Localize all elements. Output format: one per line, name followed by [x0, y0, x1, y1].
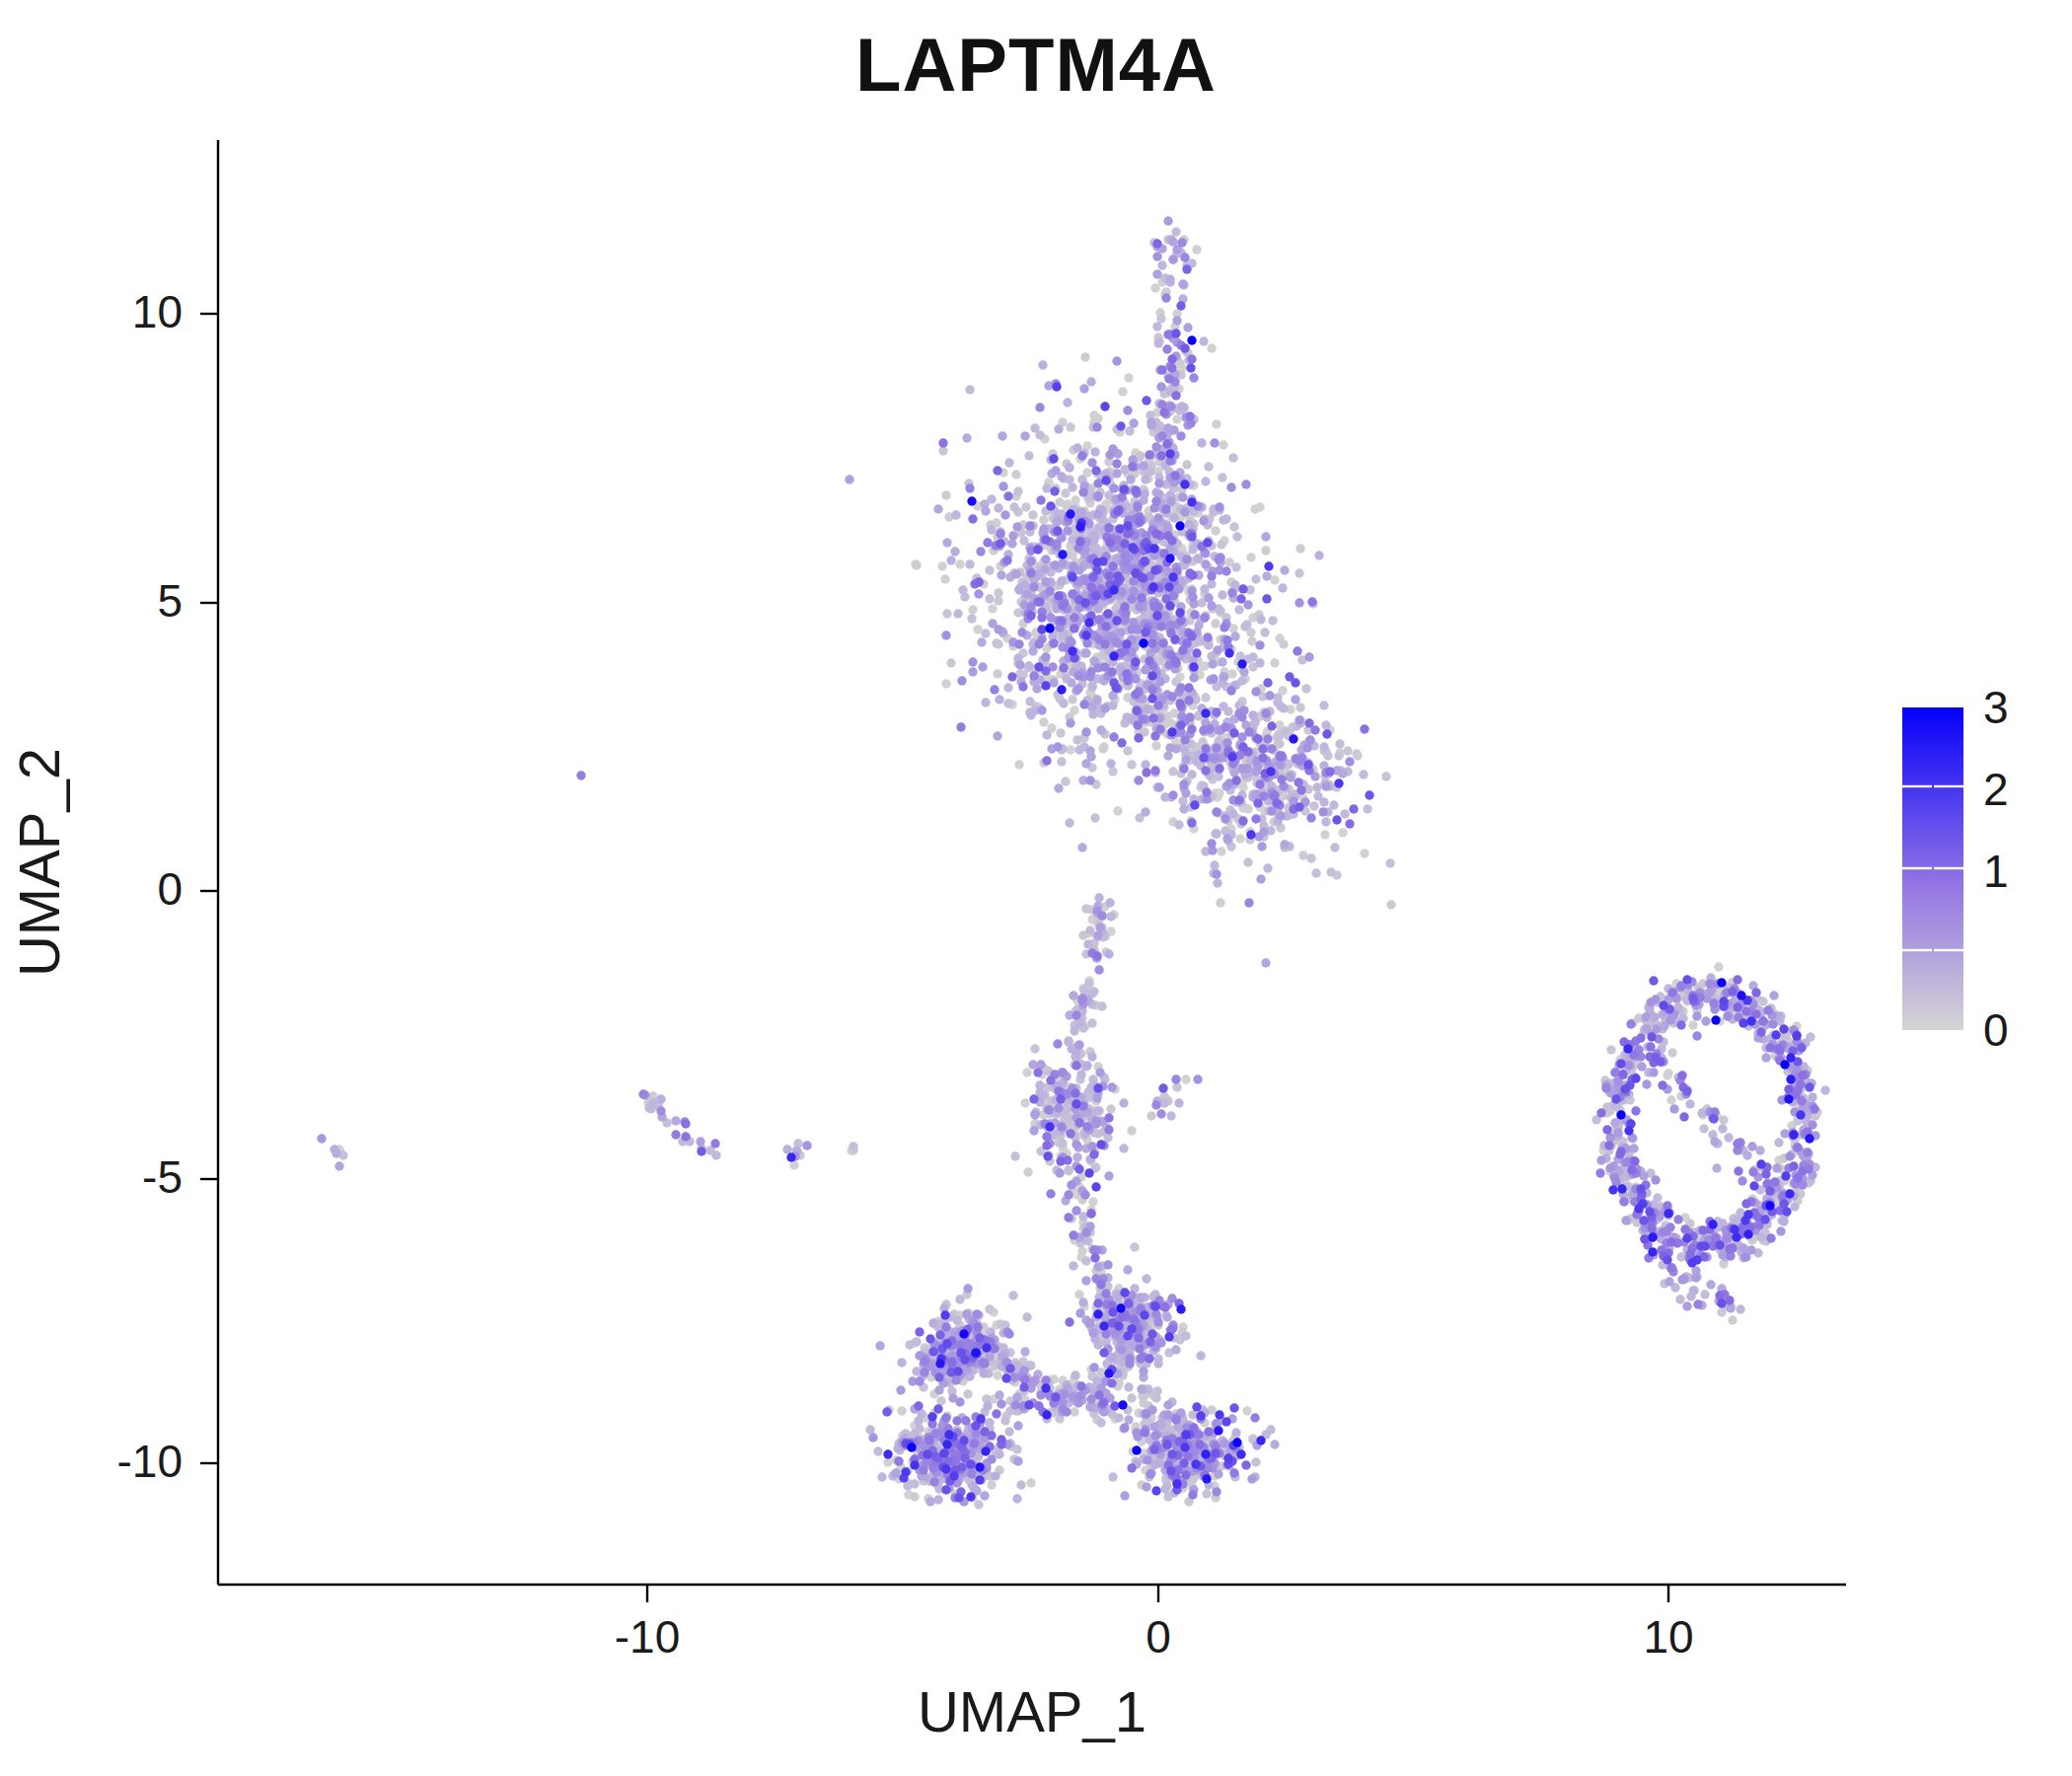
- svg-text:UMAP_1: UMAP_1: [918, 1679, 1147, 1743]
- svg-text:0: 0: [1146, 1611, 1171, 1663]
- svg-text:3: 3: [1983, 682, 2009, 733]
- svg-text:10: 10: [1643, 1611, 1693, 1663]
- svg-text:10: 10: [132, 286, 183, 337]
- svg-text:-5: -5: [142, 1151, 183, 1203]
- svg-text:1: 1: [1983, 846, 2009, 897]
- svg-text:-10: -10: [615, 1611, 680, 1663]
- svg-text:0: 0: [1983, 1004, 2009, 1056]
- svg-text:0: 0: [157, 863, 183, 915]
- svg-text:-10: -10: [117, 1436, 183, 1487]
- svg-text:UMAP_2: UMAP_2: [7, 748, 71, 977]
- svg-text:5: 5: [157, 575, 183, 627]
- svg-text:2: 2: [1983, 764, 2009, 815]
